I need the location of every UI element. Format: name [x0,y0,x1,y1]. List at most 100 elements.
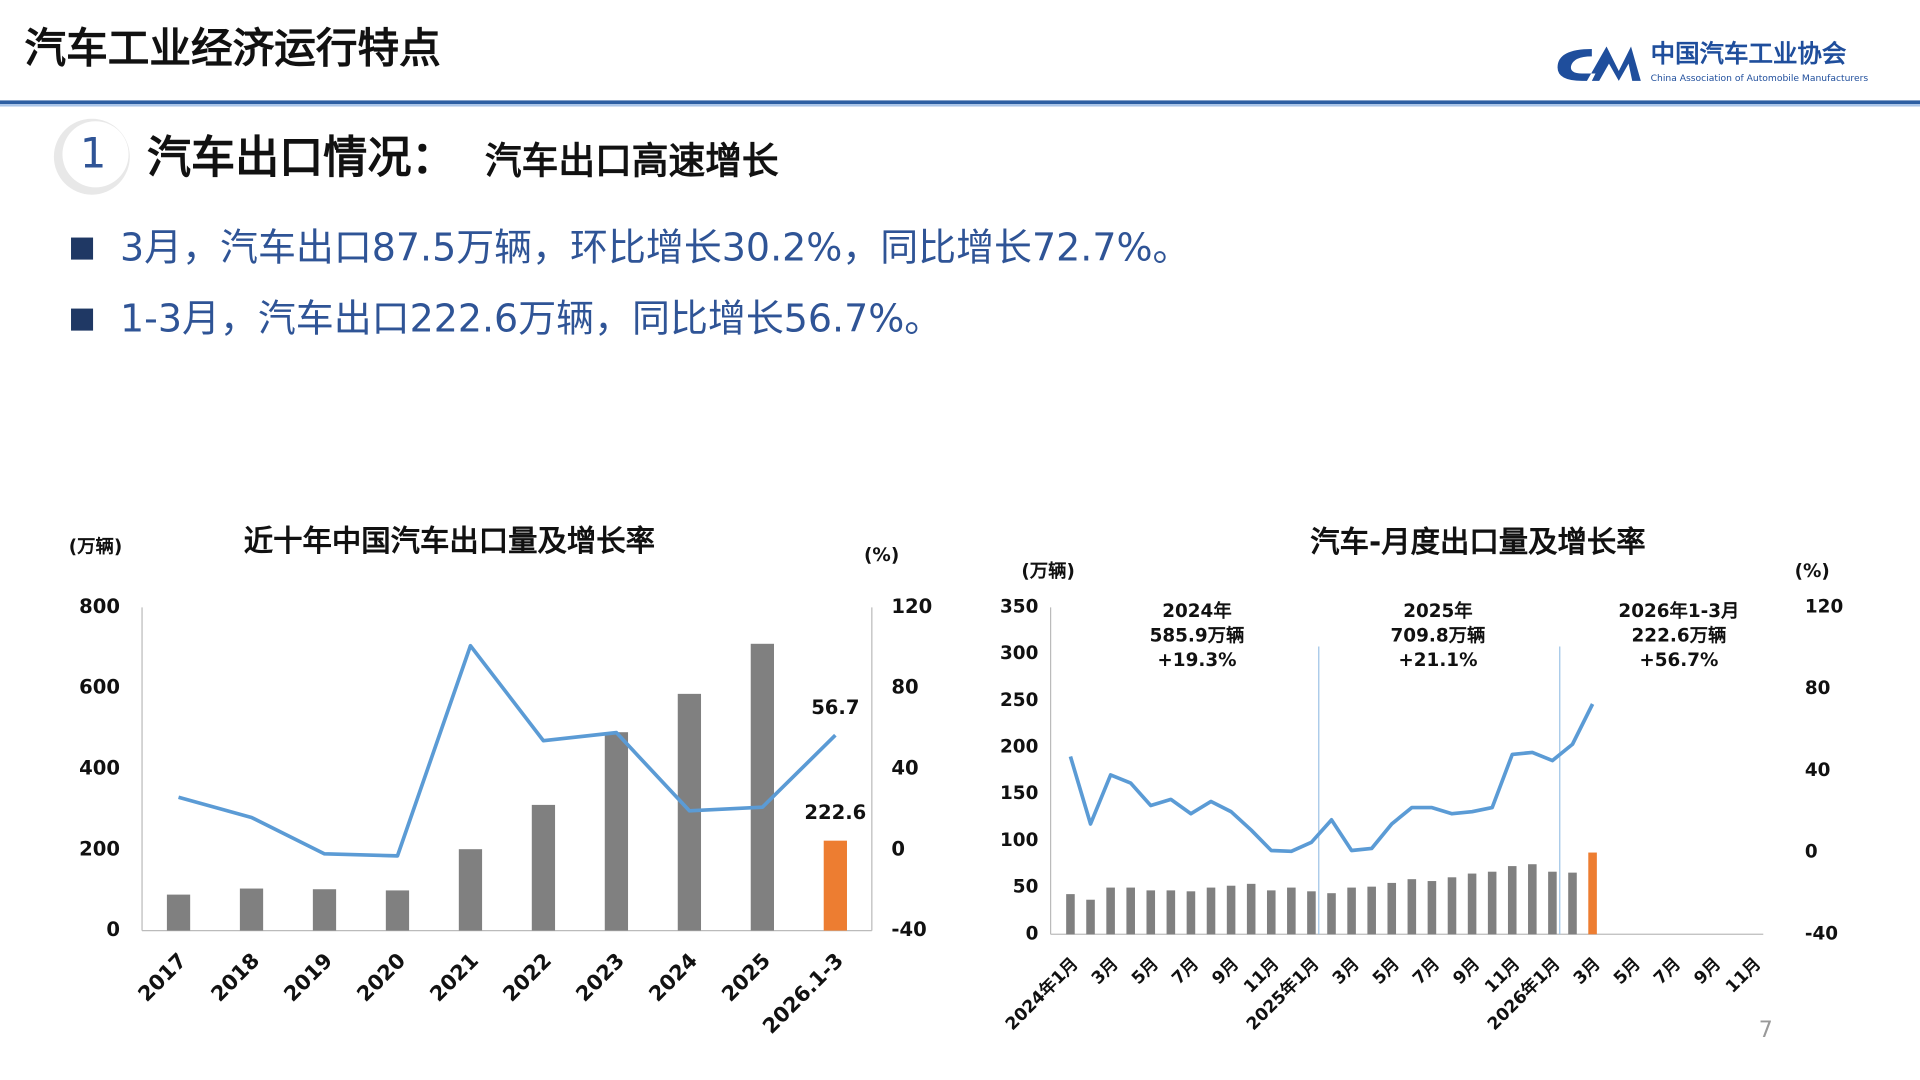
bar [1588,852,1597,935]
y-tick-label: 800 [79,595,120,618]
bar [1427,881,1437,935]
y2-tick-label: -40 [1805,923,1838,944]
y-tick-label: 300 [1000,643,1038,664]
bullet-text: 1-3月，汽车出口222.6万辆，同比增长56.7%。 [120,296,942,340]
y2-tick-label: -40 [891,918,926,941]
y-tick-label: 150 [1000,783,1038,804]
bar [1347,887,1356,935]
header-rule-light [0,104,1920,107]
y-tick-label: 250 [1000,690,1038,711]
bar [1307,891,1316,935]
y-tick-label: 0 [1026,923,1039,944]
y2-tick-label: 40 [1805,760,1831,781]
annotation: +19.3% [1157,650,1236,671]
bullet-marker [71,237,94,260]
x-tick-label: 5月 [1610,954,1645,989]
x-tick-label: 2017 [133,948,191,1006]
bullet-marker [71,308,94,331]
bar [1287,887,1296,935]
x-tick-label: 9月 [1690,954,1725,989]
y2-tick-label: 120 [891,595,932,618]
bar [239,888,264,931]
y-tick-label: 200 [1000,736,1038,757]
data-label: 56.7 [811,696,859,719]
bar [1086,899,1095,935]
bar [1226,885,1236,935]
y2-tick-label: 80 [1805,678,1831,699]
chart-title: 汽车-月度出口量及增长率 [1310,525,1645,559]
bar [1387,882,1397,935]
bar [750,643,774,931]
x-tick-label: 3月 [1088,954,1123,989]
annotation: 585.9万辆 [1150,625,1245,647]
x-tick-label: 9月 [1449,954,1484,989]
x-tick-label: 7月 [1650,954,1685,989]
header-rule [0,100,1920,105]
annotation: 2026年1-3月 [1618,600,1739,622]
x-tick-label: 9月 [1208,954,1243,989]
bar [1166,890,1176,935]
y-tick-label: 200 [79,837,120,860]
chart-title: 近十年中国汽车出口量及增长率 [244,524,655,558]
x-tick-label: 2018 [206,948,264,1006]
y-axis-label: (万辆) [1021,560,1075,582]
y-tick-label: 350 [1000,596,1038,617]
x-tick-label: 5月 [1369,954,1404,989]
x-tick-label: 5月 [1128,954,1163,989]
bar [1487,871,1497,935]
bar [1407,879,1417,935]
annotation: 2024年 [1162,600,1231,622]
y-tick-label: 50 [1013,877,1039,898]
y2-tick-label: 120 [1805,596,1843,617]
section-number: 1 [80,129,106,178]
annotation: 2025年 [1403,600,1472,622]
bar [1146,890,1156,935]
bar [1246,883,1256,935]
line [178,643,837,858]
bar [458,849,483,931]
slide-title: 汽车工业经济运行特点 [24,23,440,72]
x-tick-label: 7月 [1409,954,1444,989]
y2-tick-label: 0 [891,837,905,860]
y-axis-label: (万辆) [69,535,123,557]
bar [1126,887,1135,935]
x-tick-label: 2025 [717,948,775,1006]
bar [1467,873,1477,935]
bar [1266,890,1276,935]
org-name: 中国汽车工业协会 [1651,39,1847,68]
bar [1106,887,1115,935]
x-tick-label: 2022 [498,948,556,1006]
bar [385,890,410,931]
y-tick-label: 400 [79,756,120,779]
y-tick-label: 0 [106,918,120,941]
bar [166,894,191,931]
section-badge-inner [62,121,129,188]
annotation: +56.7% [1639,650,1718,671]
x-tick-label: 11月 [1722,954,1765,997]
bar [1568,872,1577,935]
bar [1066,894,1075,935]
line [1068,703,1595,854]
data-label: 222.6 [804,801,866,824]
bar [1206,887,1216,935]
annotation: 709.8万辆 [1391,625,1486,647]
bar [531,804,556,931]
y-tick-label: 600 [79,676,120,699]
section-title: 汽车出口情况： [147,132,456,183]
bar [1327,893,1336,935]
bar [1507,866,1517,935]
bar [1367,886,1376,935]
page-number: 7 [1759,1018,1773,1043]
bar [604,732,629,931]
bar [312,889,337,931]
bar [1186,891,1196,935]
annotation: +21.1% [1398,650,1477,671]
x-tick-label: 2023 [571,948,629,1006]
x-tick-label: 7月 [1168,954,1203,989]
y-tick-label: 100 [1000,830,1038,851]
bar [1528,864,1537,935]
bar [1548,871,1557,935]
x-tick-label: 3月 [1329,954,1364,989]
